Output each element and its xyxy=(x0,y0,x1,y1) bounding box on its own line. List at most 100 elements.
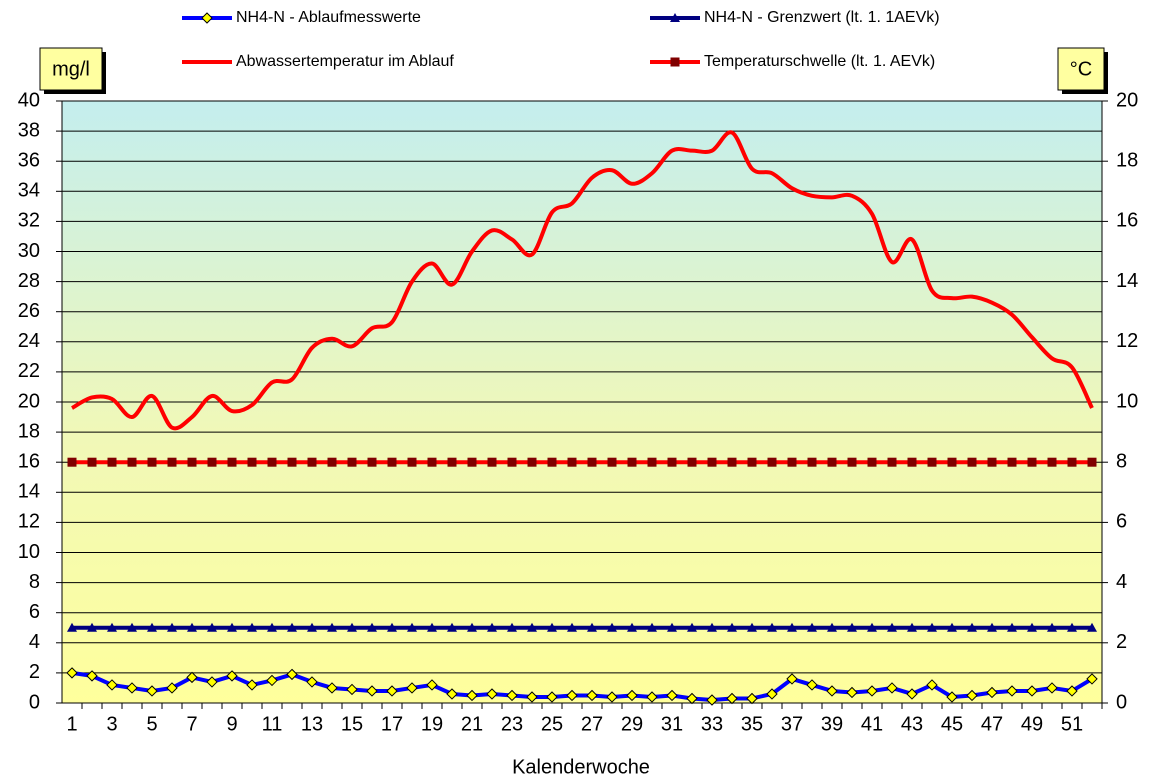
marker xyxy=(486,688,498,700)
marker xyxy=(887,457,897,467)
x-tick-label: 17 xyxy=(381,713,403,735)
marker xyxy=(147,457,157,467)
marker xyxy=(687,622,697,632)
marker xyxy=(327,457,337,467)
x-tick-label: 3 xyxy=(106,713,117,735)
marker xyxy=(667,622,677,632)
marker xyxy=(487,622,497,632)
marker xyxy=(926,679,938,691)
marker xyxy=(347,622,357,632)
y-tick-label: 26 xyxy=(18,300,40,322)
y2-tick-label: 18 xyxy=(1116,149,1138,171)
marker xyxy=(1007,457,1017,467)
marker xyxy=(767,622,777,632)
marker xyxy=(126,682,138,694)
marker xyxy=(987,622,997,632)
marker xyxy=(306,676,318,688)
marker xyxy=(707,457,717,467)
marker xyxy=(67,622,77,632)
marker xyxy=(66,667,78,679)
y2-tick-label: 20 xyxy=(1116,89,1138,111)
marker xyxy=(127,622,137,632)
marker xyxy=(707,622,717,632)
marker xyxy=(267,622,277,632)
series-line xyxy=(71,130,1094,431)
x-tick-label: 23 xyxy=(501,713,523,735)
marker xyxy=(647,457,657,467)
marker xyxy=(786,673,798,685)
marker xyxy=(706,694,718,706)
y2-tick-label: 4 xyxy=(1116,571,1127,593)
marker xyxy=(827,457,837,467)
marker xyxy=(407,622,417,632)
marker xyxy=(467,622,477,632)
x-tick-label: 11 xyxy=(262,713,283,735)
y-tick-label: 0 xyxy=(29,691,40,713)
y-tick-label: 40 xyxy=(18,89,40,111)
x-axis-label: Kalenderwoche xyxy=(512,756,650,778)
x-tick-label: 1 xyxy=(66,713,77,735)
marker xyxy=(167,457,177,467)
x-tick-label: 31 xyxy=(661,713,683,735)
x-tick-label: 51 xyxy=(1061,713,1083,735)
y-tick-label: 24 xyxy=(18,330,40,352)
x-tick-label: 25 xyxy=(541,713,563,735)
y2-tick-label: 0 xyxy=(1116,691,1127,713)
marker xyxy=(826,685,838,697)
marker xyxy=(1067,622,1077,632)
marker xyxy=(287,457,297,467)
marker xyxy=(586,689,598,702)
x-tick-label: 9 xyxy=(226,713,237,735)
marker xyxy=(226,670,238,682)
marker xyxy=(87,622,97,632)
marker xyxy=(426,679,438,691)
x-tick-label: 39 xyxy=(821,713,843,735)
y2-tick-label: 2 xyxy=(1116,631,1127,653)
marker xyxy=(427,457,437,467)
y-tick-label: 8 xyxy=(29,571,40,593)
marker xyxy=(666,689,678,702)
marker xyxy=(87,457,97,467)
marker xyxy=(670,57,680,67)
marker xyxy=(967,622,977,632)
marker xyxy=(186,671,198,684)
marker xyxy=(1027,457,1037,467)
y-tick-label: 16 xyxy=(18,450,40,472)
x-tick-label: 7 xyxy=(186,713,197,735)
x-tick-label: 45 xyxy=(941,713,963,735)
marker xyxy=(667,457,677,467)
y-tick-label: 34 xyxy=(18,180,40,202)
marker xyxy=(207,622,217,632)
marker xyxy=(567,457,577,467)
legend-label: Abwassertemperatur im Ablauf xyxy=(236,53,454,70)
marker xyxy=(607,622,617,632)
marker xyxy=(807,622,817,632)
marker xyxy=(886,682,898,694)
marker xyxy=(1087,622,1097,632)
marker xyxy=(387,622,397,632)
y2-tick-label: 6 xyxy=(1116,511,1127,533)
x-tick-label: 35 xyxy=(741,713,763,735)
marker xyxy=(201,12,213,24)
marker xyxy=(847,622,857,632)
marker xyxy=(787,457,797,467)
marker xyxy=(187,457,197,467)
marker xyxy=(466,689,478,702)
unit-box xyxy=(1057,47,1105,91)
marker xyxy=(627,622,637,632)
marks xyxy=(66,130,1098,706)
marker xyxy=(747,457,757,467)
marker xyxy=(1087,457,1097,467)
marker xyxy=(867,622,877,632)
marker xyxy=(566,689,578,702)
marker xyxy=(587,622,597,632)
x-tick-label: 43 xyxy=(901,713,923,735)
marker xyxy=(527,622,537,632)
unit-box xyxy=(39,47,103,91)
marker xyxy=(727,622,737,632)
marker xyxy=(907,622,917,632)
marker xyxy=(967,457,977,467)
marker xyxy=(686,692,698,705)
marker xyxy=(1027,622,1037,632)
marker xyxy=(366,685,378,697)
